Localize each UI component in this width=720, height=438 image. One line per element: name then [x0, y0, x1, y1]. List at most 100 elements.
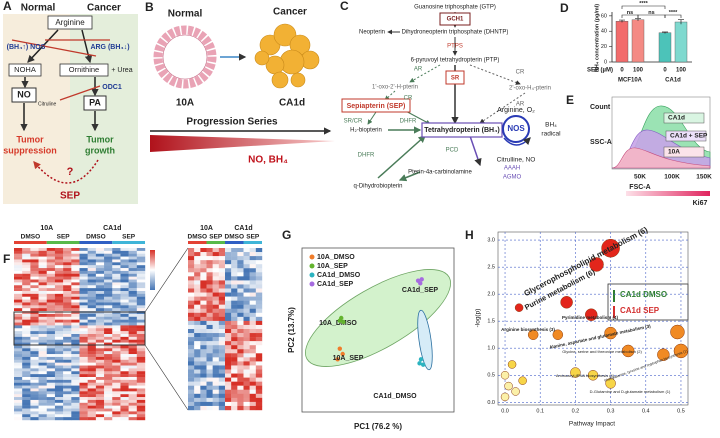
condition-bar: [188, 241, 207, 244]
heatmap-cell: [87, 377, 97, 381]
heatmap-cell: [225, 280, 232, 285]
heatmap-cell: [120, 339, 129, 343]
heatmap-cell: [63, 351, 72, 355]
heatmap-cell: [136, 253, 146, 257]
error-bar: [635, 18, 641, 21]
heatmap-cell: [194, 300, 201, 305]
y-tick-label: 1.0: [487, 346, 495, 352]
heatmap-cell: [22, 371, 31, 375]
heatmap-cell: [71, 334, 80, 338]
heatmap-cell: [225, 377, 232, 382]
heatmap-cell: [237, 272, 244, 277]
heatmap-cell: [79, 334, 88, 338]
heatmap-cell: [104, 288, 113, 292]
heatmap-cell: [225, 252, 232, 257]
heatmap-cell: [212, 397, 220, 403]
heatmap-cell: [206, 276, 213, 281]
heatmap-cell: [46, 302, 56, 306]
heatmap-cell: [112, 308, 121, 312]
heatmap-cell: [255, 260, 263, 265]
heatmap-cell: [231, 341, 238, 346]
heatmap-cell: [38, 296, 47, 300]
heatmap-cell: [120, 293, 129, 297]
heatmap-cell: [194, 260, 201, 265]
heatmap-cell: [243, 260, 250, 265]
heatmap-cell: [95, 402, 105, 406]
heatmap-cell: [54, 374, 64, 378]
heatmap-cell: [120, 305, 129, 309]
heatmap-cell: [128, 414, 138, 418]
heatmap-cell: [249, 268, 257, 273]
heatmap-cell: [206, 353, 213, 358]
heatmap-cell: [136, 302, 146, 306]
heatmap-cell: [14, 414, 23, 418]
heatmap-cell: [71, 414, 80, 418]
heatmap-cell: [63, 408, 72, 412]
heatmap-cell: [120, 385, 129, 389]
heatmap-cell: [79, 368, 88, 372]
heatmap-cell: [63, 402, 72, 406]
heatmap-cell: [30, 316, 39, 320]
heatmap-cell: [231, 268, 238, 273]
heatmap-cell: [120, 282, 129, 286]
heatmap-cell: [22, 268, 31, 272]
heatmap-cell: [112, 336, 121, 340]
heatmap-cell: [30, 348, 39, 352]
heatmap-cell: [22, 288, 31, 292]
heatmap-cell: [30, 313, 39, 317]
heatmap-cell: [79, 356, 88, 360]
error-bar: [678, 19, 684, 25]
heatmap-cell: [243, 381, 250, 386]
heatmap-cell: [87, 279, 97, 283]
heatmap-cell: [112, 279, 121, 283]
label: (BH₄↑) NOS: [7, 44, 46, 51]
heatmap-cell: [237, 361, 244, 366]
heatmap-cell: [128, 250, 138, 254]
heatmap-cell: [30, 325, 39, 329]
heatmap-cell: [120, 270, 129, 274]
heatmap-cell: [38, 311, 47, 315]
heatmap-cell: [104, 385, 113, 389]
heatmap-cell: [46, 259, 56, 263]
heatmap-cell: [225, 337, 232, 342]
heatmap-cell: [71, 382, 80, 386]
heatmap-cell: [136, 313, 146, 317]
heatmap-cell: [231, 385, 238, 390]
heatmap-cell: [87, 354, 97, 358]
heatmap-cell: [120, 250, 129, 254]
heatmap-cell: [71, 397, 80, 401]
heatmap-cell: [14, 402, 23, 406]
heatmap-cell: [243, 337, 250, 342]
heatmap-cell: [200, 361, 207, 366]
heatmap-cell: [225, 349, 232, 354]
heatmap-cell: [104, 296, 113, 300]
heatmap-cell: [212, 385, 220, 390]
heatmap-cell: [30, 322, 39, 326]
heatmap-cell: [128, 325, 138, 329]
heatmap-cell: [188, 373, 195, 378]
heatmap-cell: [63, 411, 72, 415]
heatmap-cell: [194, 401, 201, 407]
pathway-node: Guanosine triphosphate (GTP): [414, 5, 496, 11]
heatmap-cell: [14, 302, 23, 306]
heatmap-cell: [71, 331, 80, 335]
heatmap-cell: [30, 256, 39, 260]
pathway-label: Arginine biosynthesis (3): [501, 327, 555, 332]
heatmap-cell: [112, 334, 121, 338]
heatmap-cell: [136, 334, 146, 338]
heatmap-cell: [112, 296, 121, 300]
heatmap-cell: [63, 319, 72, 323]
heatmap-cell: [225, 260, 232, 265]
heatmap-cell: [95, 377, 105, 381]
label: Citruline: [38, 101, 57, 107]
heatmap-cell: [79, 359, 88, 363]
heatmap-cell: [136, 354, 146, 358]
heatmap-cell: [112, 276, 121, 280]
heatmap-cell: [104, 374, 113, 378]
heatmap-cell: [54, 331, 64, 335]
heatmap-cell: [54, 291, 64, 295]
heatmap-cell: [30, 285, 39, 289]
heatmap-cell: [38, 348, 47, 352]
heatmap-cell: [212, 361, 220, 366]
heatmap-cell: [71, 253, 80, 257]
